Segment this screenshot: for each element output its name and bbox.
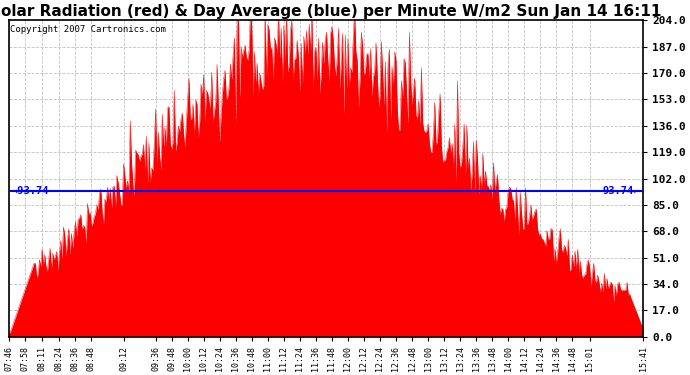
- Text: Copyright 2007 Cartronics.com: Copyright 2007 Cartronics.com: [10, 25, 166, 34]
- Text: →93.74: →93.74: [11, 186, 49, 196]
- Title: Solar Radiation (red) & Day Average (blue) per Minute W/m2 Sun Jan 14 16:11: Solar Radiation (red) & Day Average (blu…: [0, 4, 662, 19]
- Text: 93.74←: 93.74←: [603, 186, 640, 196]
